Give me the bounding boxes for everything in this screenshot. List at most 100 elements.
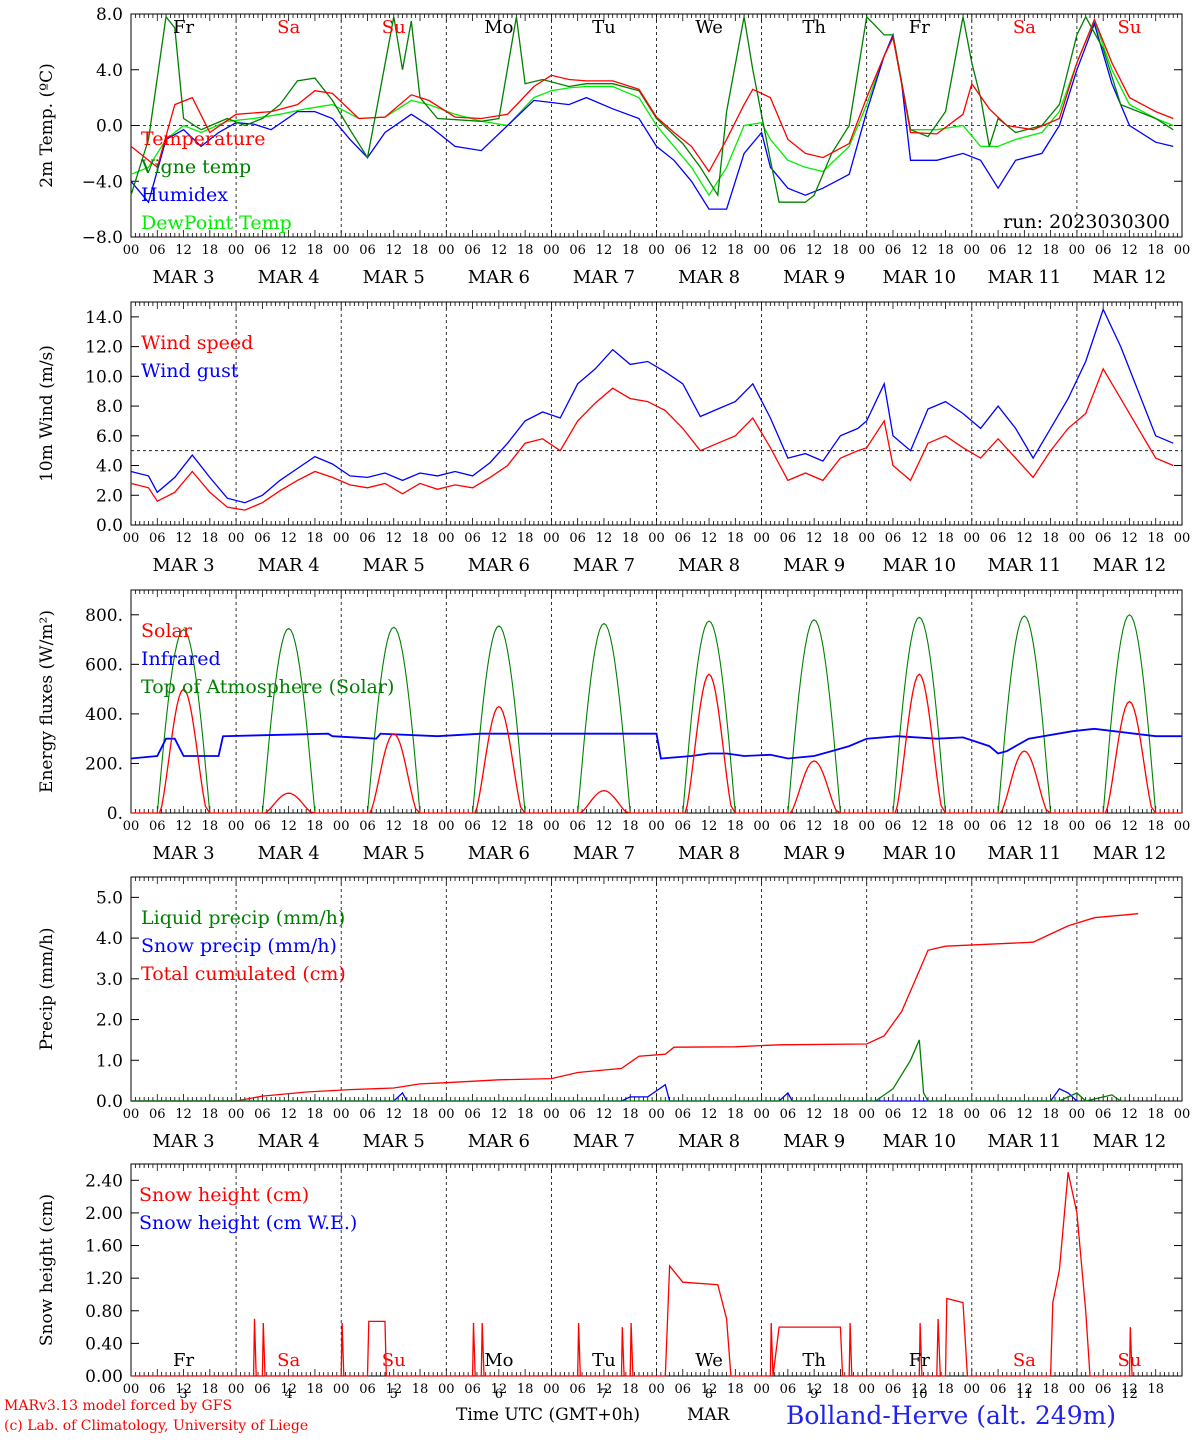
day-label: MAR 10 (882, 1131, 956, 1152)
hour-tick-label: 06 (885, 819, 902, 834)
hour-tick-label: 06 (254, 243, 271, 258)
y-tick-label: 2.40 (85, 1171, 123, 1191)
hour-tick-label: 00 (543, 1382, 560, 1397)
y-axis-title: Precip (mm/h) (37, 927, 57, 1050)
hour-tick-label: 06 (675, 1107, 692, 1122)
hour-tick-label: 00 (543, 1107, 560, 1122)
y-axis-title: 2m Temp. (ºC) (37, 63, 57, 188)
solar-curve (656, 673, 762, 814)
hour-tick-label: 12 (701, 243, 718, 258)
hour-tick-label: 06 (254, 531, 271, 546)
hour-tick-label: 18 (1147, 1107, 1164, 1122)
weekday-label: Fr (173, 1350, 194, 1371)
day-label: MAR 4 (258, 843, 320, 864)
hour-tick-label: 12 (385, 1107, 402, 1122)
y-tick-label: 8.0 (96, 5, 123, 25)
x-axis-title: Time UTC (GMT+0h) (456, 1405, 641, 1425)
hour-tick-label: 12 (1121, 531, 1138, 546)
hour-tick-label: 06 (1095, 531, 1112, 546)
hour-tick-label: 00 (228, 531, 245, 546)
day-label: MAR 3 (152, 843, 214, 864)
panel-3: 800. 600. 400. 200. 0. Energy fluxes (W/m²) 00… (37, 589, 1190, 864)
hour-tick-label: 18 (307, 1107, 324, 1122)
hour-tick-label: 12 (1016, 1107, 1033, 1122)
hour-tick-label: 06 (780, 1382, 797, 1397)
series-line (130, 17, 1174, 173)
hour-tick-label: 18 (202, 1107, 219, 1122)
solar-curve (866, 673, 972, 814)
hour-tick-label: 00 (543, 531, 560, 546)
hour-tick-label: 06 (780, 1107, 797, 1122)
hour-tick-label: 06 (675, 531, 692, 546)
day-label: MAR 11 (988, 1131, 1062, 1152)
day-label: MAR 12 (1093, 267, 1167, 288)
hour-tick-label: 18 (202, 819, 219, 834)
hour-tick-label: 12 (596, 531, 613, 546)
toa-solar-curve (577, 622, 631, 814)
day-label: MAR 10 (882, 267, 956, 288)
hour-tick-label: 00 (648, 1382, 665, 1397)
hour-tick-label: 00 (858, 1382, 875, 1397)
hour-tick-label: 18 (202, 1382, 219, 1397)
hour-tick-label: 12 (175, 1107, 192, 1122)
hour-tick-label: 00 (1174, 531, 1191, 546)
hour-tick-label: 06 (569, 1107, 586, 1122)
legend-entry: Top of Atmosphere (Solar) (141, 676, 394, 698)
hour-tick-label: 12 (911, 531, 928, 546)
y-tick-label: 2.0 (96, 486, 123, 506)
day-label: MAR 10 (882, 843, 956, 864)
weekday-label: Su (1117, 1350, 1141, 1371)
y-tick-label: 3.0 (96, 970, 123, 990)
hour-tick-label: 00 (438, 819, 455, 834)
hour-tick-label: 18 (937, 243, 954, 258)
hour-tick-label: 06 (1095, 819, 1112, 834)
hour-tick-label: 06 (569, 243, 586, 258)
day-label: MAR 12 (1093, 555, 1167, 576)
y-tick-label: 4.0 (96, 457, 123, 477)
hour-tick-label: 06 (149, 531, 166, 546)
hour-tick-label: 12 (1016, 243, 1033, 258)
day-label: MAR 8 (678, 555, 740, 576)
hour-tick-label: 00 (753, 1382, 770, 1397)
hour-tick-label: 00 (753, 819, 770, 834)
day-label: MAR 4 (258, 267, 320, 288)
hour-tick-label: 18 (1042, 531, 1059, 546)
day-label: MAR 9 (783, 555, 845, 576)
hour-tick-label: 00 (964, 243, 981, 258)
hour-tick-label: 18 (832, 1107, 849, 1122)
y-tick-label: 1.60 (85, 1237, 123, 1257)
day-label: MAR 6 (468, 843, 530, 864)
hour-tick-label: 06 (990, 1107, 1007, 1122)
toa-solar-curve (682, 620, 736, 814)
hour-tick-label: 00 (858, 819, 875, 834)
hour-tick-label: 18 (622, 531, 639, 546)
hour-tick-label: 00 (123, 531, 140, 546)
hour-tick-label: 00 (1174, 1107, 1191, 1122)
toa-solar-curve (1102, 614, 1157, 814)
hour-tick-label: 12 (596, 1107, 613, 1122)
hour-tick-label: 00 (753, 1107, 770, 1122)
hour-tick-label: 12 (701, 1107, 718, 1122)
day-label: MAR 4 (258, 1131, 320, 1152)
hour-tick-label: 06 (569, 531, 586, 546)
hour-tick-label: 06 (359, 819, 376, 834)
solar-curve (551, 790, 657, 814)
hour-tick-label: 06 (254, 1107, 271, 1122)
day-label: MAR 12 (1093, 1131, 1167, 1152)
legend-entry: Wind gust (141, 360, 239, 382)
hour-tick-label: 00 (123, 1382, 140, 1397)
hour-tick-label: 18 (412, 1107, 429, 1122)
hour-tick-label: 00 (648, 819, 665, 834)
day-label: MAR 11 (988, 267, 1062, 288)
day-label: MAR 9 (783, 843, 845, 864)
hour-tick-label: 18 (727, 1382, 744, 1397)
panel-1: 8.0 4.0 0.0 −4.0 −8.0 2m Temp. (ºC) 00 06 12 18 MA… (37, 5, 1190, 288)
hour-tick-label: 12 (806, 1107, 823, 1122)
day-label: MAR 3 (152, 267, 214, 288)
series-line (131, 913, 1139, 1102)
hour-tick-label: 18 (622, 243, 639, 258)
hour-tick-label: 00 (438, 243, 455, 258)
day-label: MAR 5 (363, 843, 425, 864)
y-axis-title: Snow height (cm) (37, 1194, 57, 1346)
